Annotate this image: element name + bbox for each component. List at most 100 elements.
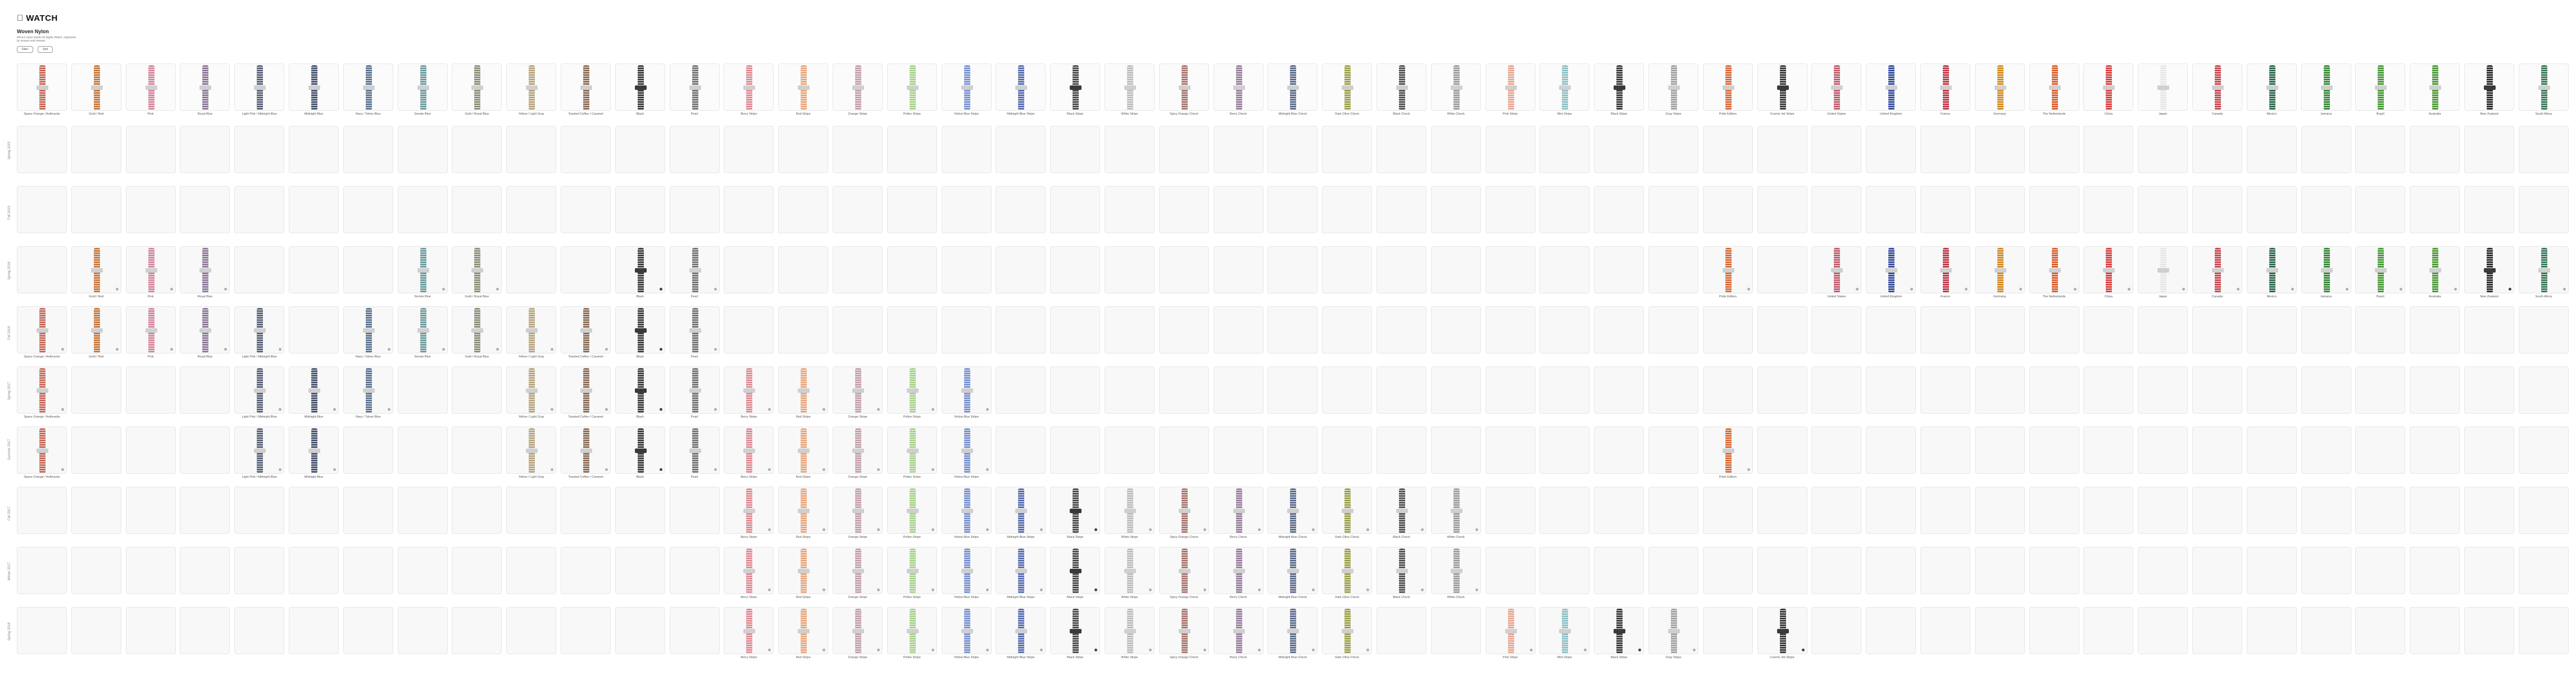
band-tile[interactable]	[125, 427, 176, 474]
band-tile[interactable]	[1974, 366, 2025, 414]
band-tile[interactable]	[2138, 246, 2188, 293]
band-tile[interactable]	[2464, 607, 2514, 654]
band-tile[interactable]	[2518, 186, 2569, 233]
band-tile[interactable]	[1376, 186, 1426, 233]
compare-icon[interactable]	[1094, 588, 1098, 591]
band-tile[interactable]	[1757, 126, 1807, 173]
band-tile[interactable]	[1322, 547, 1373, 594]
band-tile[interactable]	[2464, 246, 2514, 293]
band-tile[interactable]	[2355, 427, 2406, 474]
band-tile[interactable]	[1702, 126, 1753, 173]
band-tile[interactable]	[2464, 126, 2514, 173]
band-tile[interactable]	[1757, 547, 1807, 594]
compare-icon[interactable]	[1203, 588, 1206, 591]
band-tile[interactable]	[343, 487, 393, 534]
band-tile[interactable]	[506, 306, 557, 354]
band-header-tile[interactable]	[2246, 64, 2297, 111]
compare-icon[interactable]	[714, 468, 717, 471]
band-tile[interactable]	[1158, 246, 1209, 293]
band-header-tile[interactable]	[1648, 64, 1698, 111]
band-header-tile[interactable]	[2410, 64, 2460, 111]
band-tile[interactable]	[452, 186, 502, 233]
band-tile[interactable]	[724, 186, 774, 233]
band-tile[interactable]	[125, 607, 176, 654]
band-tile[interactable]	[2464, 186, 2514, 233]
band-tile[interactable]	[1322, 607, 1373, 654]
band-tile[interactable]	[2410, 547, 2460, 594]
band-tile[interactable]	[1648, 487, 1698, 534]
compare-icon[interactable]	[985, 588, 989, 591]
band-tile[interactable]	[561, 246, 611, 293]
band-tile[interactable]	[1105, 607, 1155, 654]
band-tile[interactable]	[1158, 547, 1209, 594]
band-tile[interactable]	[1648, 366, 1698, 414]
compare-icon[interactable]	[1366, 528, 1370, 531]
band-tile[interactable]	[1322, 366, 1373, 414]
band-tile[interactable]	[1213, 607, 1264, 654]
band-tile[interactable]	[615, 487, 665, 534]
band-tile[interactable]	[996, 427, 1046, 474]
band-tile[interactable]	[2192, 547, 2242, 594]
band-tile[interactable]	[561, 126, 611, 173]
band-tile[interactable]	[2518, 427, 2569, 474]
compare-icon[interactable]	[659, 408, 662, 411]
band-tile[interactable]	[1485, 186, 1535, 233]
compare-icon[interactable]	[985, 468, 989, 471]
band-tile[interactable]	[2192, 607, 2242, 654]
band-tile[interactable]	[452, 607, 502, 654]
band-tile[interactable]	[343, 547, 393, 594]
band-tile[interactable]	[2355, 607, 2406, 654]
band-tile[interactable]	[2355, 547, 2406, 594]
compare-icon[interactable]	[2128, 288, 2131, 291]
band-tile[interactable]	[2518, 547, 2569, 594]
band-tile[interactable]	[1050, 487, 1101, 534]
compare-icon[interactable]	[985, 528, 989, 531]
band-tile[interactable]	[1485, 487, 1535, 534]
band-tile[interactable]	[1702, 547, 1753, 594]
band-tile[interactable]	[996, 246, 1046, 293]
band-tile[interactable]	[615, 607, 665, 654]
band-tile[interactable]	[452, 306, 502, 354]
band-tile[interactable]	[2138, 547, 2188, 594]
band-tile[interactable]	[289, 186, 339, 233]
band-tile[interactable]	[2029, 427, 2079, 474]
band-tile[interactable]	[1376, 246, 1426, 293]
compare-icon[interactable]	[877, 588, 880, 591]
band-tile[interactable]	[1594, 246, 1644, 293]
band-tile[interactable]	[833, 547, 883, 594]
compare-icon[interactable]	[768, 649, 771, 651]
band-tile[interactable]	[1158, 186, 1209, 233]
compare-icon[interactable]	[877, 528, 880, 531]
band-tile[interactable]	[71, 126, 121, 173]
band-tile[interactable]	[941, 126, 992, 173]
band-header-tile[interactable]	[724, 64, 774, 111]
band-header-tile[interactable]	[506, 64, 557, 111]
compare-icon[interactable]	[115, 348, 119, 351]
band-tile[interactable]	[996, 306, 1046, 354]
band-tile[interactable]	[1213, 306, 1264, 354]
band-tile[interactable]	[452, 547, 502, 594]
band-tile[interactable]	[887, 186, 937, 233]
band-tile[interactable]	[2246, 366, 2297, 414]
band-header-tile[interactable]	[561, 64, 611, 111]
band-tile[interactable]	[833, 306, 883, 354]
compare-icon[interactable]	[1149, 649, 1152, 651]
band-tile[interactable]	[778, 547, 829, 594]
band-tile[interactable]	[615, 427, 665, 474]
band-tile[interactable]	[180, 607, 230, 654]
band-tile[interactable]	[561, 366, 611, 414]
band-tile[interactable]	[2083, 186, 2134, 233]
band-tile[interactable]	[2192, 427, 2242, 474]
band-tile[interactable]	[125, 246, 176, 293]
compare-icon[interactable]	[823, 528, 826, 531]
compare-icon[interactable]	[1366, 649, 1370, 651]
band-tile[interactable]	[234, 607, 285, 654]
band-tile[interactable]	[1050, 427, 1101, 474]
band-tile[interactable]	[615, 186, 665, 233]
band-tile[interactable]	[724, 306, 774, 354]
band-tile[interactable]	[71, 487, 121, 534]
band-tile[interactable]	[1702, 246, 1753, 293]
band-tile[interactable]	[2246, 126, 2297, 173]
band-tile[interactable]	[343, 186, 393, 233]
band-tile[interactable]	[1920, 427, 1970, 474]
